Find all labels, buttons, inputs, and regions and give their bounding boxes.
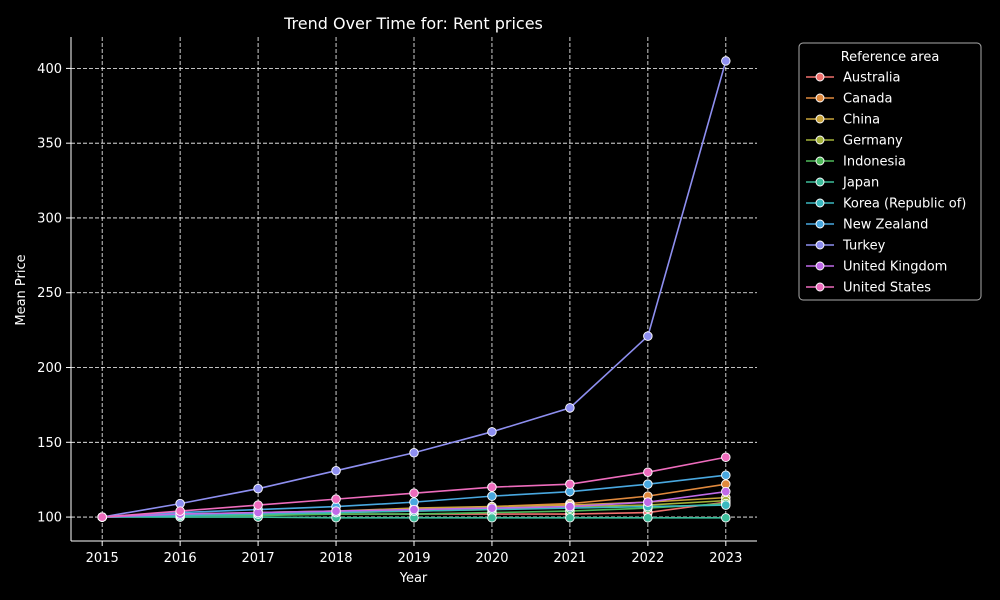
data-point-united-kingdom — [565, 501, 575, 512]
data-point-turkey — [331, 465, 341, 476]
legend-frame — [798, 42, 982, 301]
legend-title: Reference area — [841, 50, 940, 65]
data-point-new-zealand — [643, 479, 653, 489]
x-tick-label: 2020 — [475, 551, 508, 566]
legend-item-china: China — [806, 113, 880, 128]
legend-items: Australia Canada China Germany Indonesia Japa… — [806, 71, 966, 296]
x-tick-label: 2023 — [709, 551, 742, 566]
data-point-united-states — [565, 479, 575, 489]
legend-swatch-marker — [815, 114, 825, 124]
legend-item-germany: Germany — [806, 134, 903, 149]
series-group — [97, 56, 731, 523]
x-axis-label: Year — [399, 571, 428, 586]
series-united-states — [97, 452, 731, 522]
legend-swatch-marker — [815, 156, 825, 166]
y-tick-label: 100 — [37, 511, 62, 526]
y-tick-label: 250 — [37, 286, 62, 301]
data-point-new-zealand — [487, 491, 497, 501]
y-axis-label: Mean Price — [14, 254, 29, 325]
legend-label: Indonesia — [843, 155, 906, 170]
x-tick-label: 2019 — [397, 551, 430, 566]
y-tick-label: 300 — [37, 211, 62, 226]
legend-label: Canada — [843, 92, 892, 107]
chart-title: Trend Over Time for: Rent prices — [283, 14, 543, 33]
x-axis-ticks: 2015 2016 2017 2018 2019 2020 2021 2022 2023 — [86, 541, 742, 566]
data-point-japan — [643, 513, 653, 523]
data-point-japan — [721, 513, 731, 523]
legend-label: United States — [843, 281, 931, 296]
data-point-united-kingdom — [643, 497, 653, 507]
data-point-turkey — [409, 448, 419, 458]
y-tick-label: 200 — [37, 361, 62, 376]
legend-item-new-zealand: New Zealand — [806, 218, 928, 233]
data-point-new-zealand — [721, 470, 731, 480]
legend-item-indonesia: Indonesia — [806, 155, 906, 170]
data-point-korea-republic-of — [721, 500, 731, 510]
data-point-united-kingdom — [331, 506, 341, 516]
y-axis-ticks: 100 150 200 250 300 350 400 — [37, 62, 71, 526]
legend-item-japan: Japan — [806, 176, 879, 191]
legend-item-united-kingdom: United Kingdom — [806, 260, 947, 275]
legend-swatch-marker — [815, 135, 825, 145]
data-point-turkey — [721, 56, 731, 66]
x-tick-label: 2018 — [319, 551, 352, 566]
data-point-united-states — [409, 488, 419, 498]
y-tick-label: 400 — [37, 62, 62, 77]
legend: Reference area Australia Canada China Germa… — [798, 42, 982, 301]
legend-swatch-marker — [815, 93, 825, 103]
data-point-turkey — [253, 483, 263, 494]
data-point-united-states — [331, 494, 341, 504]
y-tick-label: 350 — [37, 137, 62, 152]
x-tick-label: 2022 — [631, 551, 664, 566]
y-tick-label: 150 — [37, 436, 62, 451]
data-point-japan — [487, 513, 497, 523]
x-tick-label: 2016 — [164, 551, 197, 566]
data-point-united-states — [97, 512, 107, 522]
data-point-turkey — [643, 331, 653, 341]
legend-label: Australia — [843, 71, 901, 86]
legend-label: Korea (Republic of) — [843, 197, 966, 212]
legend-swatch-marker — [815, 240, 825, 250]
data-point-united-states — [721, 452, 731, 462]
legend-swatch-marker — [815, 219, 825, 229]
legend-item-korea-republic-of: Korea (Republic of) — [806, 197, 966, 212]
legend-label: Germany — [843, 134, 903, 149]
legend-item-australia: Australia — [806, 71, 901, 86]
data-point-japan — [565, 513, 575, 523]
data-point-united-states — [487, 482, 497, 492]
data-point-united-states — [175, 506, 185, 516]
x-tick-label: 2021 — [553, 551, 586, 566]
data-point-united-kingdom — [409, 504, 419, 515]
data-point-united-kingdom — [487, 503, 497, 513]
legend-swatch-marker — [815, 198, 825, 208]
data-point-turkey — [487, 427, 497, 437]
legend-item-turkey: Turkey — [806, 239, 886, 254]
legend-label: New Zealand — [843, 218, 928, 233]
legend-label: China — [843, 113, 880, 128]
data-point-united-states — [643, 467, 653, 477]
legend-item-canada: Canada — [806, 92, 892, 107]
data-point-united-kingdom — [721, 486, 731, 497]
legend-swatch-marker — [815, 177, 825, 187]
legend-item-united-states: United States — [806, 281, 931, 296]
legend-label: Turkey — [842, 239, 886, 254]
legend-swatch-marker — [815, 261, 825, 271]
legend-label: Japan — [842, 176, 879, 191]
x-tick-label: 2015 — [86, 551, 119, 566]
legend-swatch-marker — [815, 282, 825, 292]
data-point-turkey — [565, 403, 575, 413]
legend-swatch-marker — [815, 72, 825, 82]
legend-label: United Kingdom — [843, 260, 947, 275]
x-tick-label: 2017 — [242, 551, 275, 566]
data-point-united-states — [253, 500, 263, 510]
